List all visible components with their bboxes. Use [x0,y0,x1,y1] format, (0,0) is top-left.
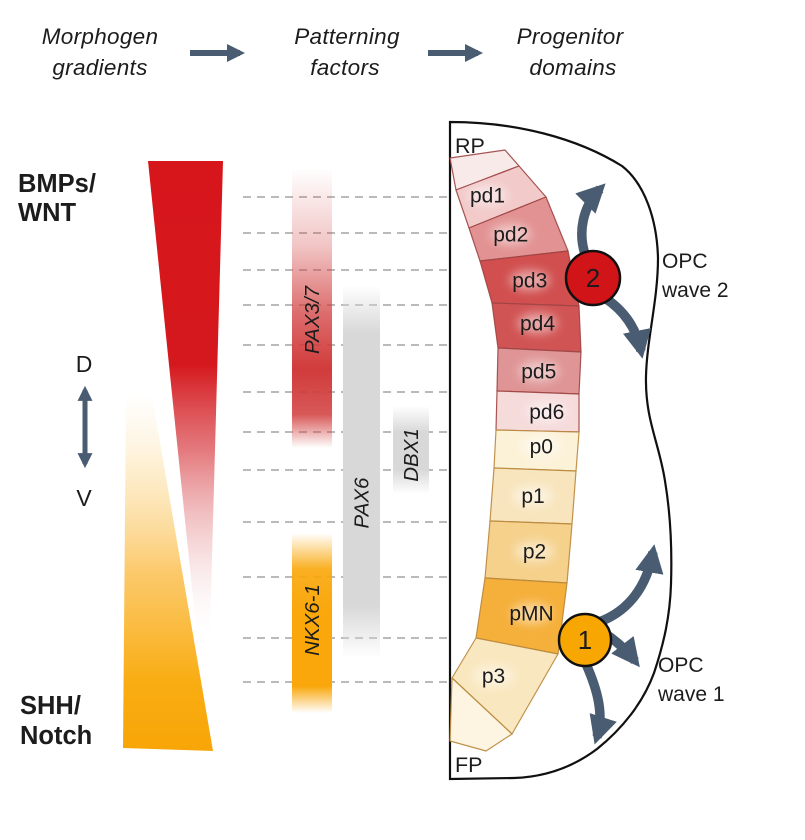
domain-glow-pd3 [509,270,550,291]
domain-label-pd1: pd1 [470,184,505,207]
opc-wave1-label-line2: wave 1 [657,683,725,706]
wave1-number: 1 [578,625,592,655]
header-morphogen-line2: gradients [52,55,147,80]
domain-glow-pMN [511,603,552,624]
header-morphogen-line1: Morphogen [42,24,159,49]
header-patterning-line1: Patterning [294,24,400,49]
domain-glow-p2 [514,541,555,562]
shh-notch-label-line2: Notch [20,722,92,750]
factor-bars: PAX3/7 PAX6 DBX1 NKX6-1 [292,168,429,713]
factor-bar-pax37 [292,168,332,448]
wave2-badge [564,249,622,307]
dorsal-axis-label: D [76,351,93,377]
header-progenitor-line2: domains [529,55,616,80]
floor-plate-label: FP [455,753,482,777]
bmps-wnt-label-line1: BMPs/ [18,170,96,198]
opc-wave1-label-line1: OPC [658,654,704,677]
wave2-number: 2 [586,263,600,293]
domain-glow-pd2 [490,224,531,245]
header-progenitor-line1: Progenitor [517,24,625,49]
opc-wave2-label-line1: OPC [662,250,708,273]
roof-plate-label: RP [455,134,485,158]
opc-migration-arrows [575,183,664,745]
domain-glow-p3 [473,666,514,686]
wave1-badge [557,612,613,668]
domain-glow-pd1 [467,185,508,206]
factor-label-dbx1: DBX1 [400,428,423,482]
factor-label-pax6: PAX6 [351,477,374,528]
domain-label-pd3: pd3 [512,269,547,292]
opc-wave-labels: OPC wave 2 OPC wave 1 [657,250,729,706]
wave2-up-arrow-icon [575,183,606,259]
domain-cell-fade-12 [449,677,513,752]
factor-label-pax37: PAX3/7 [301,284,324,354]
domain-glow-pd5 [518,361,559,382]
shh-notch-gradient-wedge [123,396,213,751]
bmp-wnt-gradient-wedge [148,161,223,630]
domain-glow-p1 [513,486,553,506]
progenitor-domain-band: pd1 pd2 pd3 pd4 pd5 pd6 p0 p1 p2 pMN p3 [449,149,582,752]
shh-notch-label-line1: SHH/ [20,692,81,720]
wave2-down-arrow-icon [602,294,651,359]
header-patterning-line2: factors [310,55,380,80]
domain-label-p0: p0 [530,435,553,458]
opc-wave-badges: 2 1 [557,249,622,668]
wave1-down-arrow-icon [581,662,617,745]
header-flow: Morphogen gradients Patterning factors P… [42,24,625,80]
domain-label-pd2: pd2 [493,223,528,246]
factor-label-nkx61: NKX6-1 [301,584,324,656]
opc-wave2-label-line2: wave 2 [661,279,729,302]
factor-bar-nkx61 [292,533,332,713]
domain-label-pd4: pd4 [520,312,555,335]
domain-label-pd5: pd5 [521,360,556,383]
domain-label-p3: p3 [482,665,505,688]
domain-glow-p0 [521,436,562,457]
domain-label-p2: p2 [523,541,546,564]
domain-label-p1: p1 [521,485,544,508]
wave1-up-arrow-icon [597,544,664,627]
domain-glow-pd4 [517,313,558,334]
factor-bar-dbx1 [393,406,429,494]
bmps-wnt-label-line2: WNT [18,199,76,227]
domain-label-pd6: pd6 [529,401,564,424]
factor-bar-pax6 [343,285,380,658]
domain-label-pMN: pMN [509,602,553,625]
ventral-axis-label: V [76,485,92,511]
morphogen-labels: BMPs/ WNT SHH/ Notch D V [18,170,96,750]
domain-glow-pd6 [526,401,567,422]
